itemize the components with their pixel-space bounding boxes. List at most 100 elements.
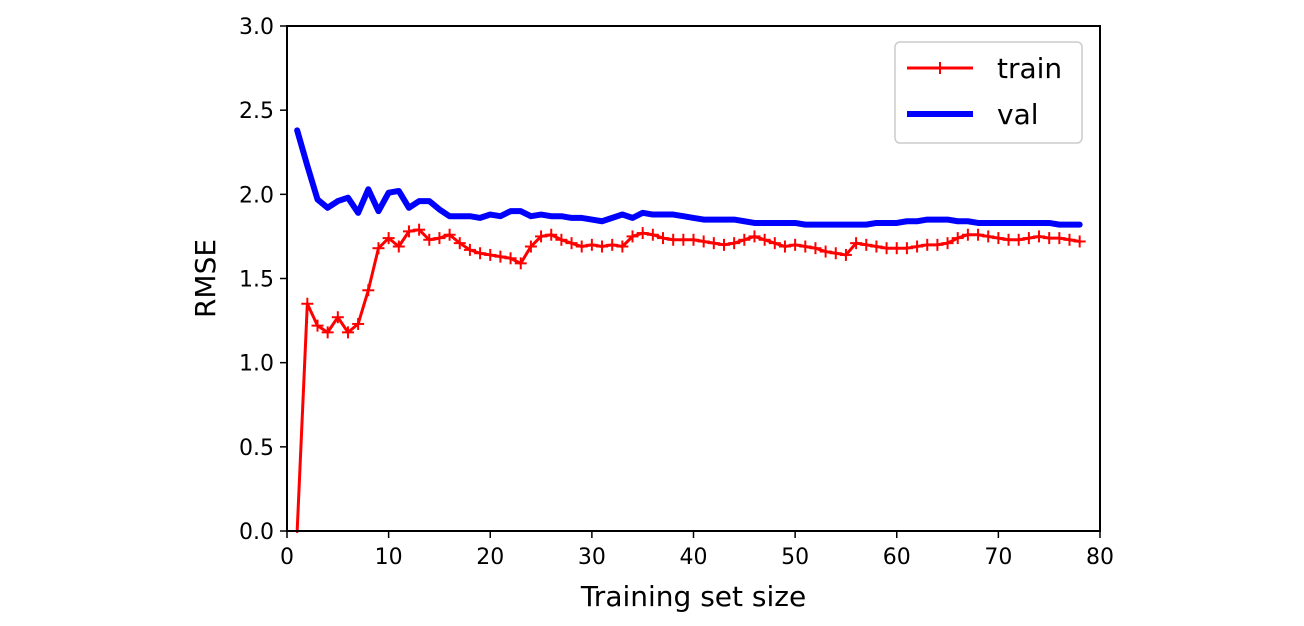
series-train-point <box>311 319 324 332</box>
series-train-point <box>1073 235 1086 248</box>
series-train-point <box>931 238 944 251</box>
series-layer <box>291 127 1086 533</box>
series-train-point <box>535 230 548 243</box>
series-train-point <box>850 237 863 250</box>
series-train-point <box>453 237 466 250</box>
series-train-point <box>606 238 619 251</box>
series-val-line <box>294 127 1083 228</box>
x-tick-label: 20 <box>476 545 504 570</box>
x-tick-label: 60 <box>883 545 911 570</box>
x-tick-label: 40 <box>680 545 708 570</box>
series-train-point <box>585 238 598 251</box>
series-train-point <box>484 248 497 261</box>
series-train-point <box>860 238 873 251</box>
series-train-point <box>474 247 487 260</box>
series-train-point <box>1043 232 1056 245</box>
series-train-point <box>921 238 934 251</box>
x-axis: 0 10 20 30 40 50 60 70 80 <box>280 531 1114 570</box>
y-tick-label: 2.0 <box>239 183 274 208</box>
series-train-point <box>413 223 426 236</box>
series-train-point <box>443 228 456 241</box>
y-tick-label: 0.5 <box>239 436 274 461</box>
series-train-point <box>463 243 476 256</box>
series-train-point <box>392 240 405 253</box>
series-train-point <box>575 240 588 253</box>
series-train-point <box>616 240 629 253</box>
series-train-line <box>295 228 1082 533</box>
series-train-point <box>646 228 659 241</box>
series-train-point <box>596 240 609 253</box>
series-train-point <box>677 233 690 246</box>
series-train-point <box>900 242 913 255</box>
series-train-point <box>504 252 517 265</box>
x-tick-label: 50 <box>781 545 809 570</box>
legend-train-marker <box>934 62 946 74</box>
series-train-point <box>717 238 730 251</box>
series-train-point <box>707 237 720 250</box>
x-axis-label: Training set size <box>580 580 806 613</box>
series-train-point <box>992 232 1005 245</box>
series-train-point <box>1033 230 1046 243</box>
series-train-point <box>382 232 395 245</box>
y-tick-label: 2.5 <box>239 99 274 124</box>
series-train-point <box>972 228 985 241</box>
series-train-point <box>951 232 964 245</box>
series-train-point <box>768 237 781 250</box>
series-train-point <box>494 250 507 263</box>
series-train-point <box>809 242 822 255</box>
series-train-point <box>880 242 893 255</box>
x-tick-label: 80 <box>1086 545 1114 570</box>
series-train-point <box>1063 233 1076 246</box>
series-train-point <box>697 235 710 248</box>
series-train-point <box>829 247 842 260</box>
legend: train val <box>894 41 1083 144</box>
series-train-point <box>514 257 527 270</box>
series-train-point <box>738 233 751 246</box>
y-tick-label: 0.0 <box>239 520 274 545</box>
series-train-point <box>626 230 639 243</box>
series-train-point <box>748 230 761 243</box>
series-train-point <box>667 233 680 246</box>
series-train-point <box>778 240 791 253</box>
series-train-point <box>819 245 832 258</box>
series-train-point <box>1022 232 1035 245</box>
series-train-point <box>890 242 903 255</box>
series-train-point <box>961 228 974 241</box>
series-train-point <box>657 232 670 245</box>
series-train-point <box>352 317 365 330</box>
series-train-point <box>911 240 924 253</box>
series-train-point <box>524 240 537 253</box>
series-train-point <box>1002 233 1015 246</box>
series-train-point <box>555 233 568 246</box>
series-train-point <box>1012 233 1025 246</box>
x-tick-label: 10 <box>375 545 403 570</box>
y-tick-label: 1.5 <box>239 268 274 293</box>
series-train-point <box>870 240 883 253</box>
y-tick-label: 3.0 <box>239 15 274 40</box>
x-tick-label: 0 <box>280 545 294 570</box>
series-train-point <box>636 227 649 240</box>
x-tick-label: 30 <box>578 545 606 570</box>
legend-train-label: train <box>997 52 1062 85</box>
series-train-point <box>799 240 812 253</box>
series-train-point <box>941 237 954 250</box>
series-train-point <box>341 326 354 339</box>
x-tick-label: 70 <box>984 545 1012 570</box>
series-train-point <box>372 242 385 255</box>
series-train-point <box>362 284 375 297</box>
series-train-point <box>687 233 700 246</box>
series-train-point <box>301 297 314 310</box>
series-train-point <box>789 238 802 251</box>
series-train-point <box>321 326 334 339</box>
series-train-point <box>839 248 852 261</box>
y-tick-label: 1.0 <box>239 352 274 377</box>
y-axis: 0.0 0.5 1.0 1.5 2.0 2.5 3.0 <box>239 15 287 545</box>
series-train-point <box>982 230 995 243</box>
series-train-point <box>758 233 771 246</box>
y-axis-label: RMSE <box>189 239 222 318</box>
series-train-point <box>545 228 558 241</box>
series-train-point <box>433 232 446 245</box>
legend-val-label: val <box>997 98 1039 131</box>
